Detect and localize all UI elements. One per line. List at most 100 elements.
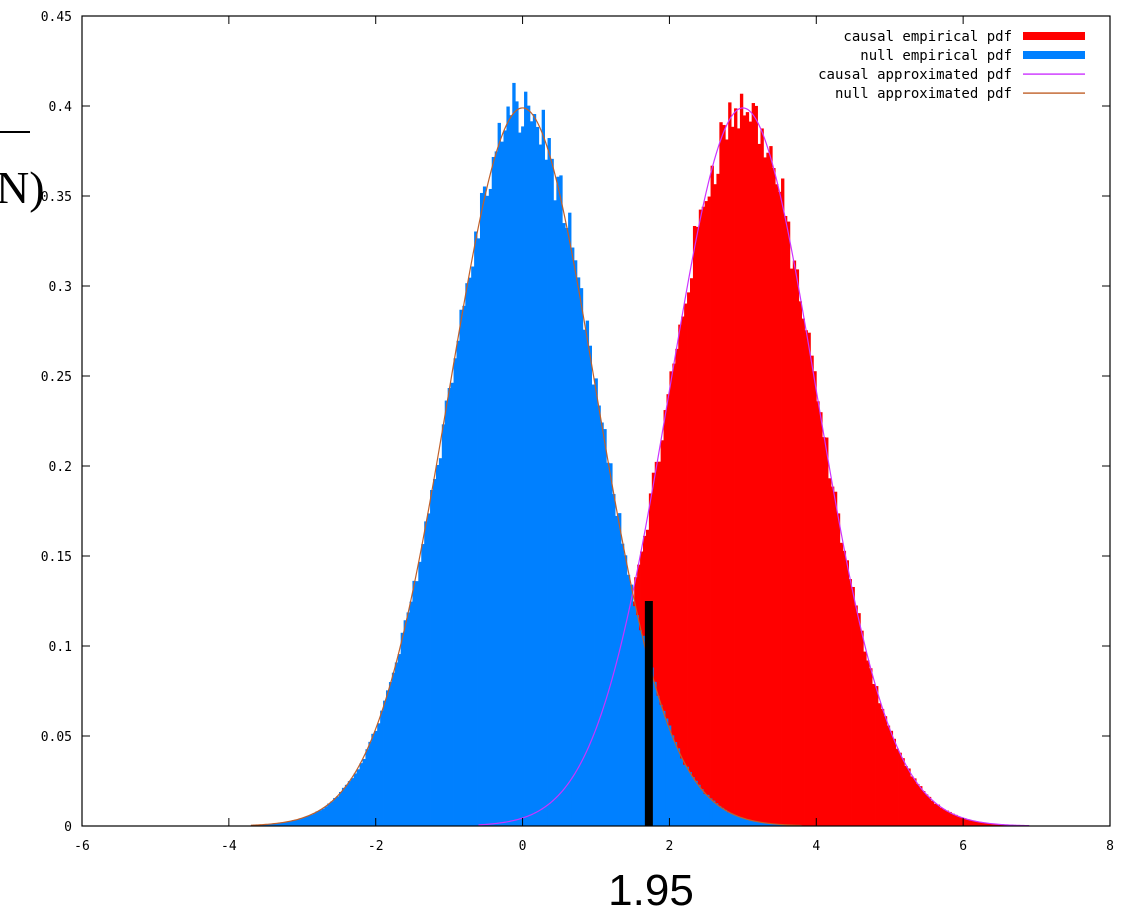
histogram-bar [603, 429, 607, 826]
histogram-bar [971, 821, 976, 826]
histogram-bar [526, 105, 531, 826]
histogram-bar [656, 695, 660, 826]
histogram-bar [497, 122, 501, 826]
legend-label: null empirical pdf [860, 48, 1012, 64]
histogram-bar [989, 823, 993, 826]
histogram-bar [933, 803, 938, 826]
histogram-bar [591, 384, 595, 826]
histogram-bar [388, 682, 393, 826]
histogram-bar [745, 112, 750, 827]
histogram-bar [365, 749, 369, 826]
histogram-bar [738, 817, 742, 826]
histogram-bar [913, 778, 917, 826]
histogram-null [250, 82, 804, 827]
x-tick-label: 2 [666, 839, 674, 854]
histogram-bar [716, 173, 720, 826]
legend-swatch [1023, 32, 1085, 40]
histogram-bar [725, 139, 729, 827]
histogram-bar [412, 580, 416, 826]
histogram-bar [998, 824, 1002, 826]
legend: causal empirical pdf null empirical pdf ca… [818, 29, 1085, 102]
histogram-bar [766, 152, 770, 827]
histogram-bar [845, 560, 849, 826]
histogram-bar [866, 660, 870, 826]
y-tick-label: 0.15 [41, 550, 72, 565]
histogram-bar [424, 521, 428, 826]
histogram-bar [283, 822, 287, 826]
histogram-bar [324, 806, 328, 826]
histogram-bar [781, 178, 785, 827]
histogram-bar [875, 686, 879, 826]
histogram-bar [689, 278, 694, 827]
histogram-bar [839, 542, 844, 826]
histogram-bar [735, 816, 739, 826]
histogram-bar [848, 579, 852, 826]
histogram-bar [901, 758, 905, 826]
histogram-bar [318, 810, 322, 826]
histogram-bar [1001, 824, 1005, 826]
histogram-bar [465, 283, 469, 826]
legend-entry: causal approximated pdf [818, 67, 1085, 83]
histogram-bar [494, 151, 499, 826]
histogram-bar [638, 630, 642, 826]
histogram-bar [819, 412, 823, 826]
histogram-bar [362, 758, 366, 826]
curve-causal [478, 107, 1030, 827]
histogram-bar [697, 784, 701, 826]
y-tick-label: 0.05 [41, 730, 72, 745]
histogram-bar [415, 581, 419, 826]
histogram-bar [669, 371, 673, 826]
histogram-bar [468, 277, 472, 826]
histogram-bar [503, 130, 507, 826]
histogram-bar [535, 126, 540, 826]
histogram-bar [930, 800, 935, 826]
histogram-bar [966, 819, 970, 826]
histogram-bar [432, 479, 437, 826]
histogram-bar [942, 809, 946, 826]
histogram-bar [907, 768, 911, 826]
histogram-bar [315, 811, 319, 826]
histogram-bar [869, 668, 873, 826]
histogram-bar [309, 814, 313, 826]
histogram-bar [742, 115, 747, 827]
histogram-bar [822, 437, 826, 826]
histogram-bar [654, 461, 659, 826]
histogram-bar [974, 821, 979, 826]
histogram-bar [312, 813, 316, 826]
histogram-bar [922, 791, 926, 826]
histogram-bar [895, 748, 899, 826]
histogram-bar [659, 704, 663, 826]
legend-label: null approximated pdf [835, 86, 1012, 102]
histogram-bar [673, 742, 678, 826]
histogram-bar [792, 260, 797, 826]
histogram-bar [760, 128, 764, 826]
y-tick-label: 0 [64, 820, 72, 835]
histogram-bar [759, 822, 763, 826]
histogram-bar [356, 769, 360, 826]
histogram-bar [662, 710, 666, 826]
histogram-bar [268, 824, 272, 826]
y-tick-label: 0.25 [41, 370, 72, 385]
histogram-bar [327, 803, 331, 826]
y-tick-label: 0.2 [49, 460, 72, 475]
histogram-bar [444, 400, 449, 826]
histogram-bar [430, 489, 434, 826]
histogram-bar [456, 340, 460, 826]
histogram-bar [524, 91, 528, 827]
histogram-bar [694, 780, 698, 826]
histogram-bar [936, 804, 941, 826]
histogram-bar [568, 212, 572, 826]
histogram-bar [778, 191, 782, 826]
histogram-bar [682, 764, 686, 826]
histogram-bar [562, 223, 566, 826]
histogram-bar [474, 231, 478, 826]
histogram-bar [751, 103, 756, 827]
ylabel-fragment: N) [0, 162, 45, 213]
histogram-bar [676, 748, 681, 826]
legend-swatch [1023, 73, 1085, 75]
histogram-bar [772, 168, 776, 826]
y-tick-label: 0.45 [41, 10, 72, 25]
histogram-bar [409, 601, 413, 826]
histogram-bar [391, 672, 396, 826]
histogram-bar [700, 789, 704, 826]
